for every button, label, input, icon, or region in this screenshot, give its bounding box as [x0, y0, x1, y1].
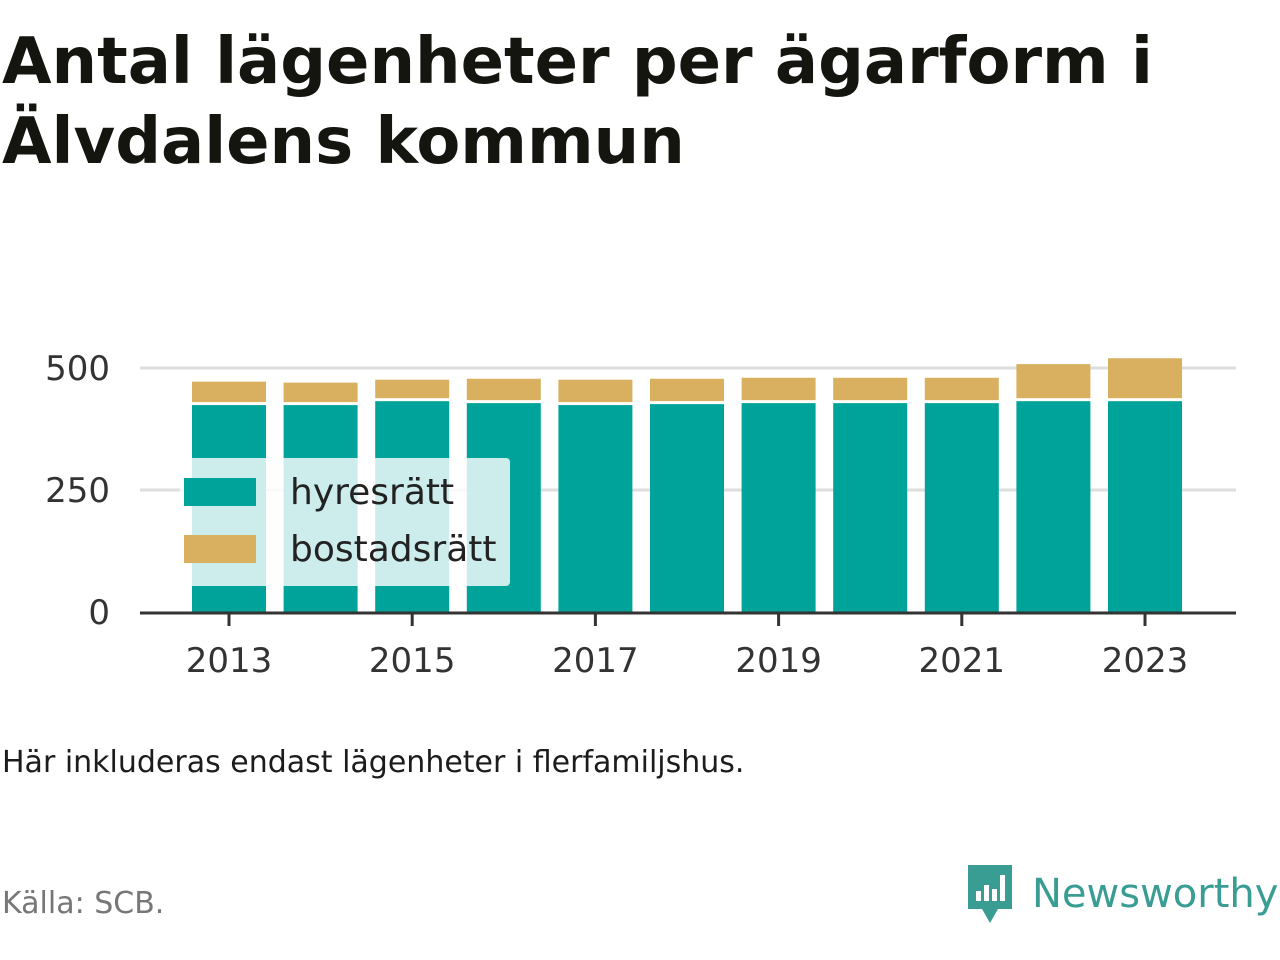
legend-label-bostadsratt: bostadsrätt: [290, 529, 497, 570]
bar-hyresratt-2017: [558, 405, 633, 612]
x-tick-label-2023: 2023: [1102, 641, 1189, 681]
bar-bostadsratt-2022: [1016, 364, 1091, 399]
bar-bostadsratt-2013: [192, 381, 266, 403]
legend-swatch-hyresratt: [184, 478, 256, 506]
bar-hyresratt-2019: [741, 403, 816, 612]
source-text: Källa: SCB.: [2, 886, 165, 921]
bar-hyresratt-2023: [1108, 401, 1182, 612]
chart-title: Antal lägenheter per ägarform i Älvdalen…: [2, 25, 1153, 179]
legend-swatch-bostadsratt: [184, 535, 256, 563]
x-tick-label-2019: 2019: [735, 641, 822, 681]
axes: 0 250 500 2013 2015 2017 2019 2021 2023: [45, 349, 1236, 681]
brand-logo: Newsworthy: [964, 862, 1278, 926]
bar-bostadsratt-2019: [741, 377, 816, 401]
bar-bostadsratt-2014: [283, 382, 358, 403]
bar-hyresratt-2018: [650, 404, 724, 612]
y-tick-label-0: 0: [88, 593, 110, 633]
newsworthy-logo-icon: [968, 865, 1012, 923]
x-tick-label-2013: 2013: [186, 641, 273, 681]
bar-bostadsratt-2023: [1108, 358, 1182, 399]
x-tick-label-2021: 2021: [919, 641, 1006, 681]
bar-bostadsratt-2020: [833, 377, 908, 401]
x-tick-label-2017: 2017: [552, 641, 639, 681]
y-tick-label-250: 250: [45, 471, 110, 511]
bar-hyresratt-2022: [1016, 401, 1091, 612]
legend: hyresrätt bostadsrätt: [180, 458, 510, 586]
bar-bostadsratt-2018: [650, 378, 724, 402]
bar-bostadsratt-2017: [558, 379, 633, 403]
brand-name: Newsworthy: [1032, 871, 1279, 917]
bar-bostadsratt-2021: [924, 377, 999, 401]
x-tick-label-2015: 2015: [369, 641, 456, 681]
legend-label-hyresratt: hyresrätt: [290, 472, 454, 513]
stacked-bar-chart: 0 250 500 2013 2015 2017 2019 2021 2023 hyresrät…: [45, 349, 1236, 681]
chart-note: Här inkluderas endast lägenheter i flerf…: [2, 745, 745, 780]
bar-hyresratt-2021: [924, 403, 999, 612]
bar-hyresratt-2020: [833, 403, 908, 612]
bar-bostadsratt-2016: [466, 378, 541, 401]
y-tick-label-500: 500: [45, 349, 110, 389]
legend-box: [180, 458, 510, 586]
bar-bostadsratt-2015: [375, 379, 450, 399]
